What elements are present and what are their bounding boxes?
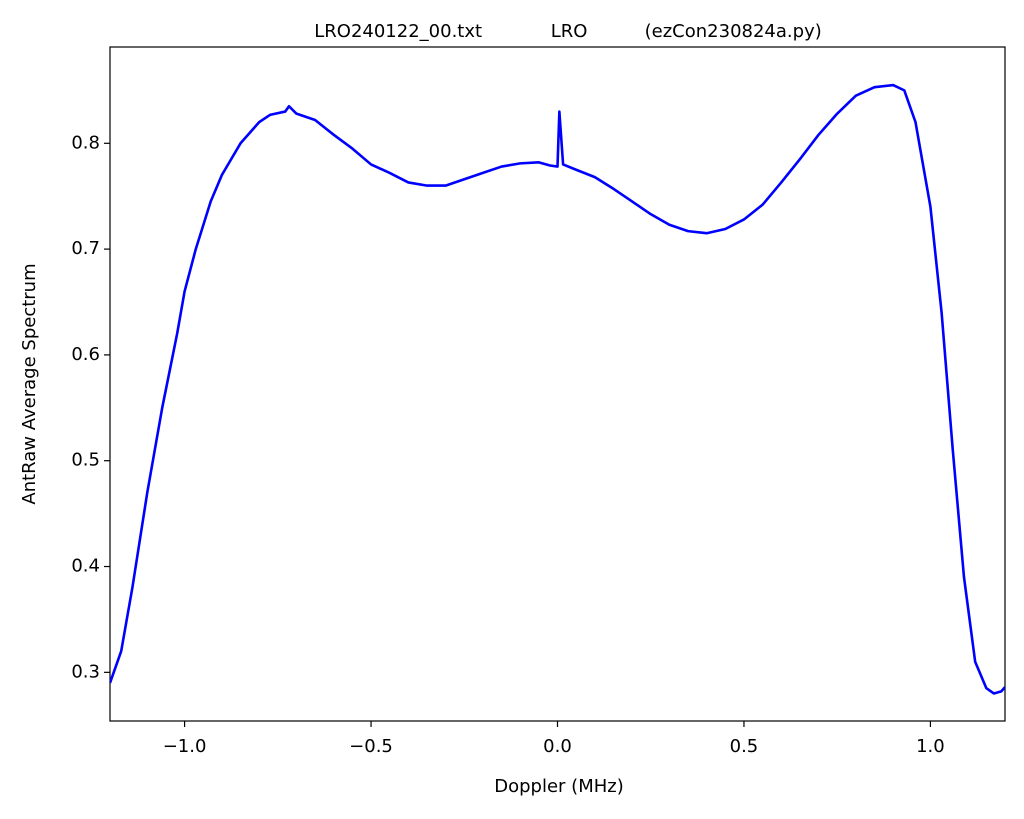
x-tick-label: −0.5 xyxy=(349,736,393,757)
y-tick-label: 0.6 xyxy=(71,344,100,365)
y-tick-label: 0.5 xyxy=(71,450,100,471)
y-axis-label: AntRaw Average Spectrum xyxy=(19,263,40,504)
y-tick-label: 0.4 xyxy=(71,556,100,577)
x-tick-label: 0.5 xyxy=(730,736,759,757)
y-tick-label: 0.3 xyxy=(71,661,100,682)
x-tick-label: 0.0 xyxy=(543,736,572,757)
y-tick-label: 0.7 xyxy=(71,238,100,259)
y-tick-label: 0.8 xyxy=(71,132,100,153)
chart-title: LRO240122_00.txt LRO (ezCon230824a.py) xyxy=(314,21,822,42)
x-axis-label: Doppler (MHz) xyxy=(494,776,623,797)
x-tick-label: 1.0 xyxy=(916,736,945,757)
data-line xyxy=(110,83,1005,695)
x-tick-label: −1.0 xyxy=(163,736,207,757)
